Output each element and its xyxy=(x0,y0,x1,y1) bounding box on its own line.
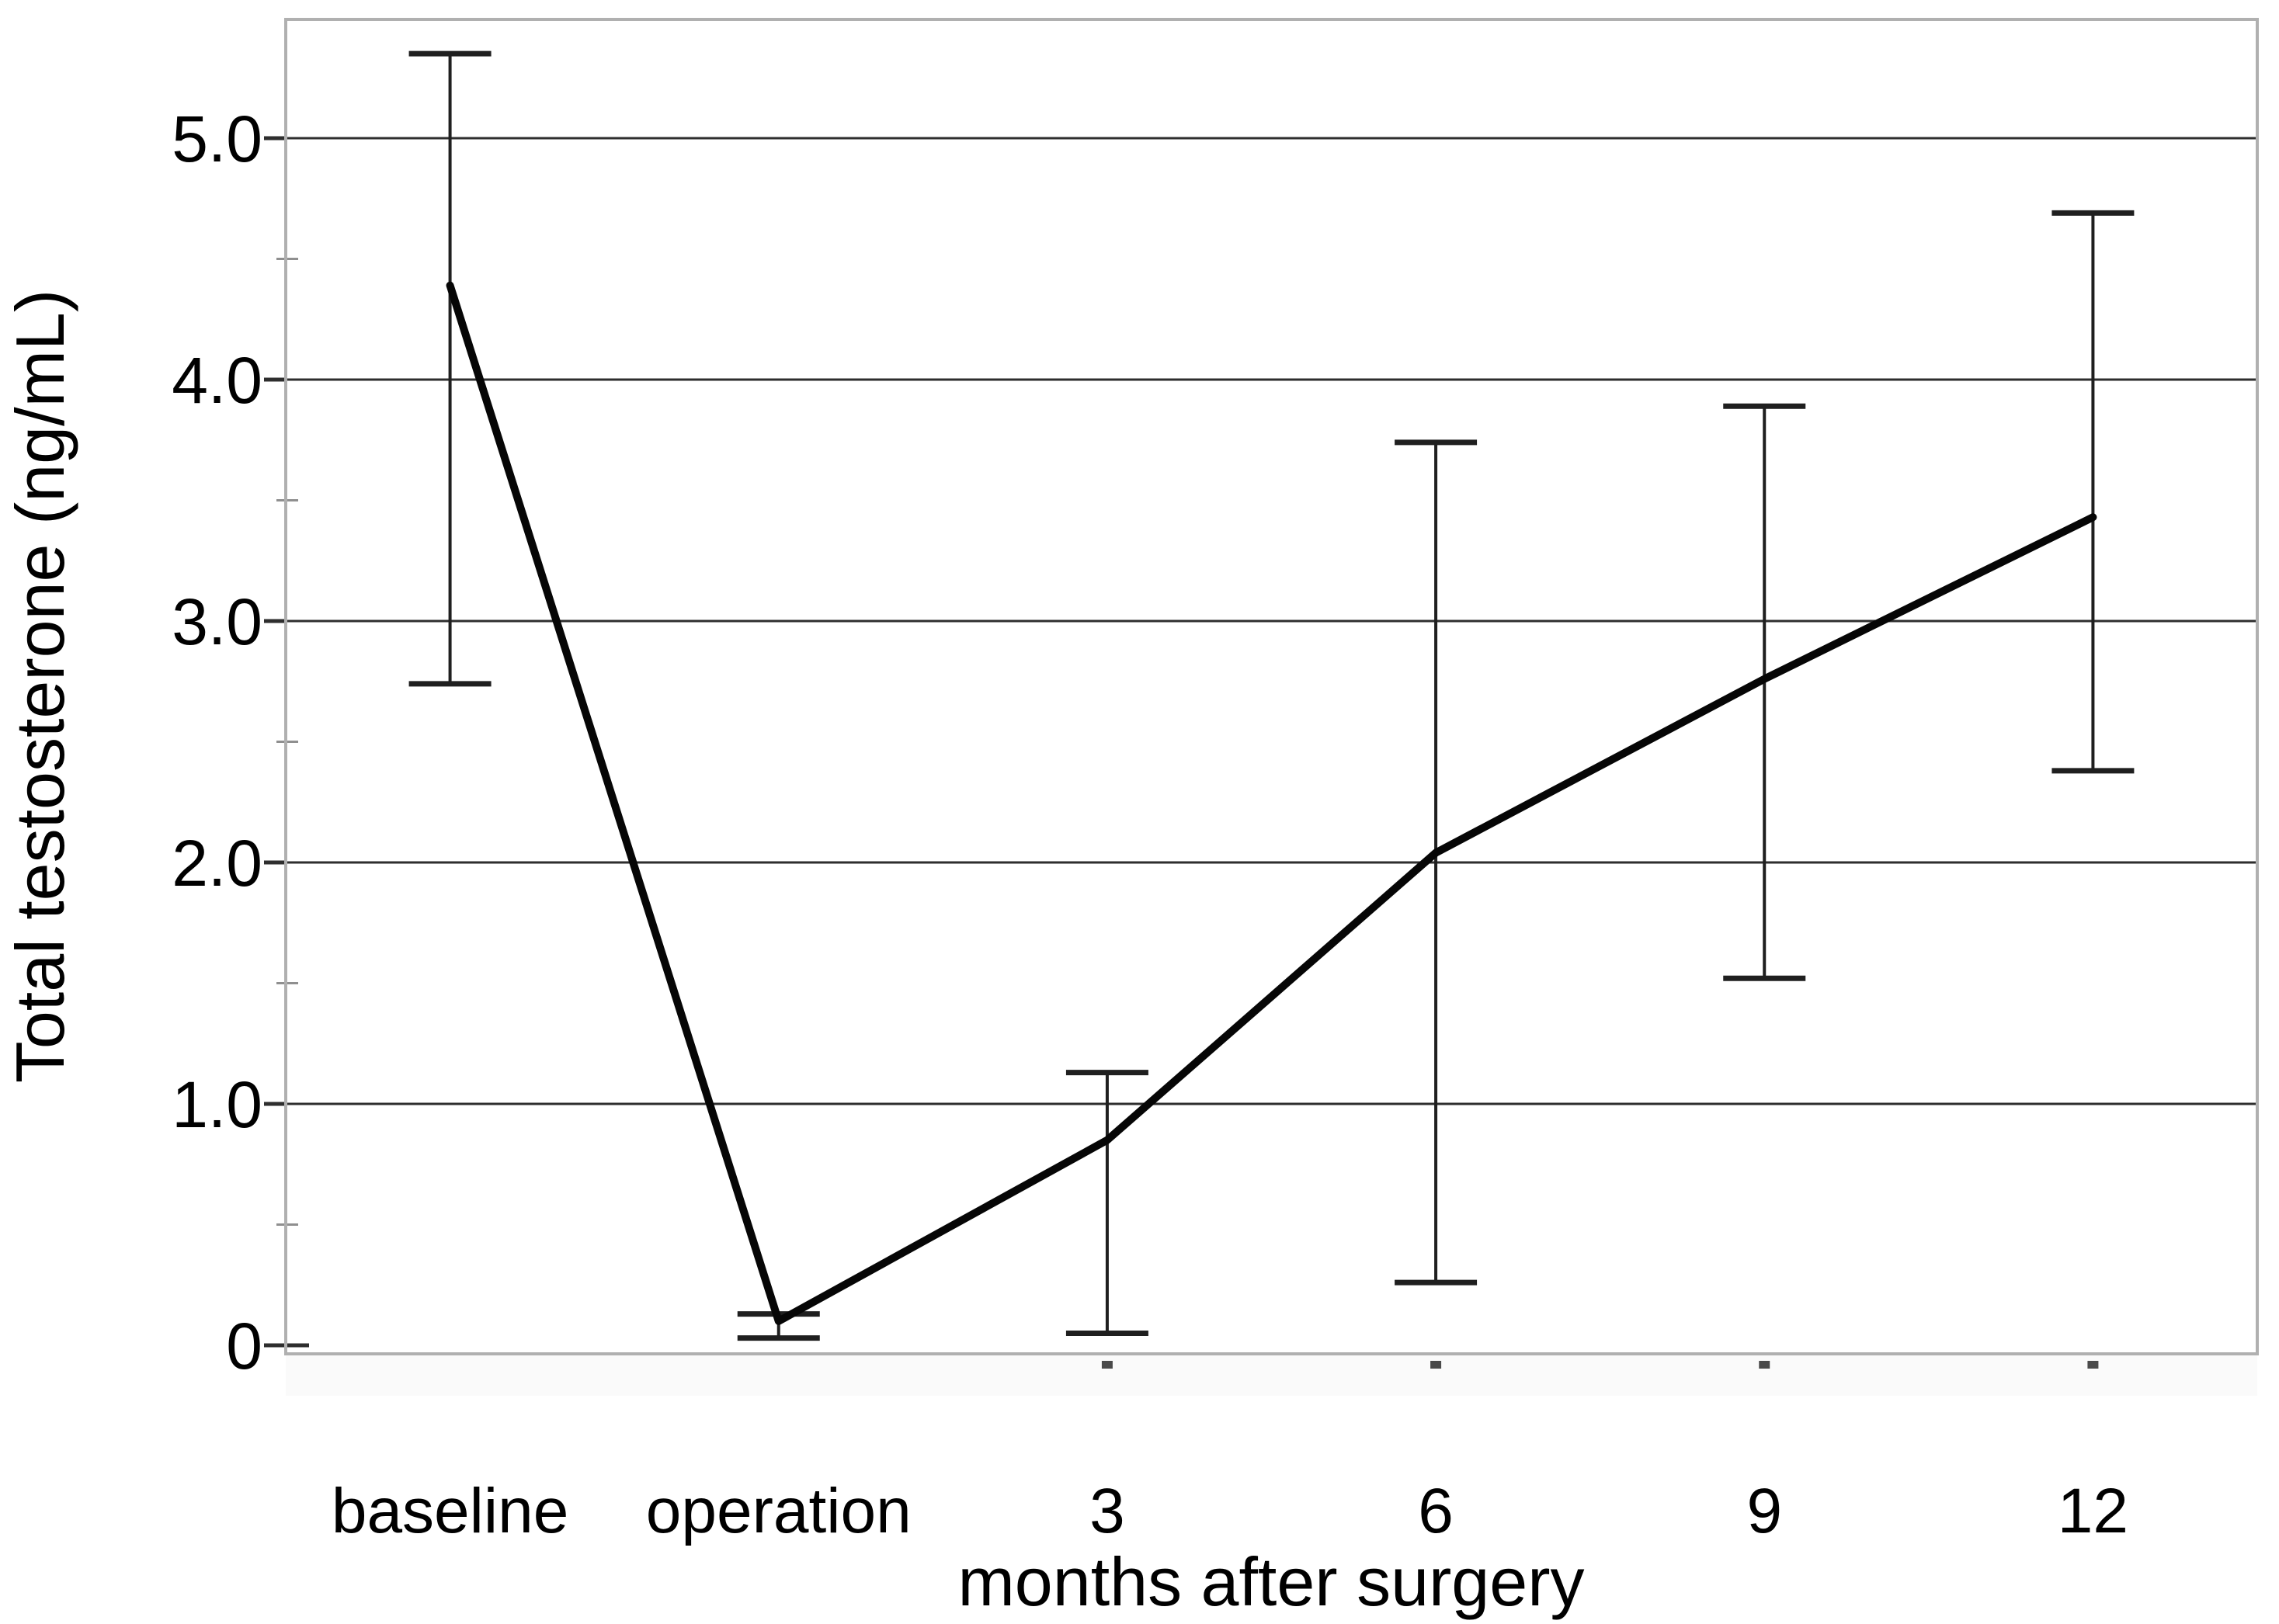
x-axis-title: months after surgery xyxy=(958,1543,1585,1620)
y-axis-title: Total testosterone (ng/mL) xyxy=(2,290,78,1083)
category-label-3: 3 xyxy=(1089,1476,1125,1546)
y-tick-label-1.0: 1.0 xyxy=(172,1068,262,1141)
x-tick-6 xyxy=(1430,1361,1442,1369)
category-label-6: 6 xyxy=(1418,1476,1454,1546)
y-tick-label-2.0: 2.0 xyxy=(172,827,262,900)
x-tick-9 xyxy=(1759,1361,1770,1369)
x-tick-3 xyxy=(1101,1361,1113,1369)
y-tick-label-3.0: 3.0 xyxy=(172,585,262,658)
plot-border xyxy=(284,18,2259,1355)
category-label-12: 12 xyxy=(2058,1476,2128,1546)
y-tick-label-5.0: 5.0 xyxy=(172,102,262,175)
category-label-9: 9 xyxy=(1746,1476,1782,1546)
under-axis-band xyxy=(286,1355,2257,1396)
category-label-operation: operation xyxy=(646,1476,912,1546)
y-tick-label-0: 0 xyxy=(226,1310,262,1383)
category-label-baseline: baseline xyxy=(332,1476,568,1546)
x-tick-12 xyxy=(2087,1361,2099,1369)
data-line xyxy=(446,281,2097,1325)
plot-area: 0 1.0 2.0 3.0 4.0 5.0 baseline operation 3 6 9 12 xyxy=(172,18,2259,1546)
y-tick-label-4.0: 4.0 xyxy=(172,344,262,417)
